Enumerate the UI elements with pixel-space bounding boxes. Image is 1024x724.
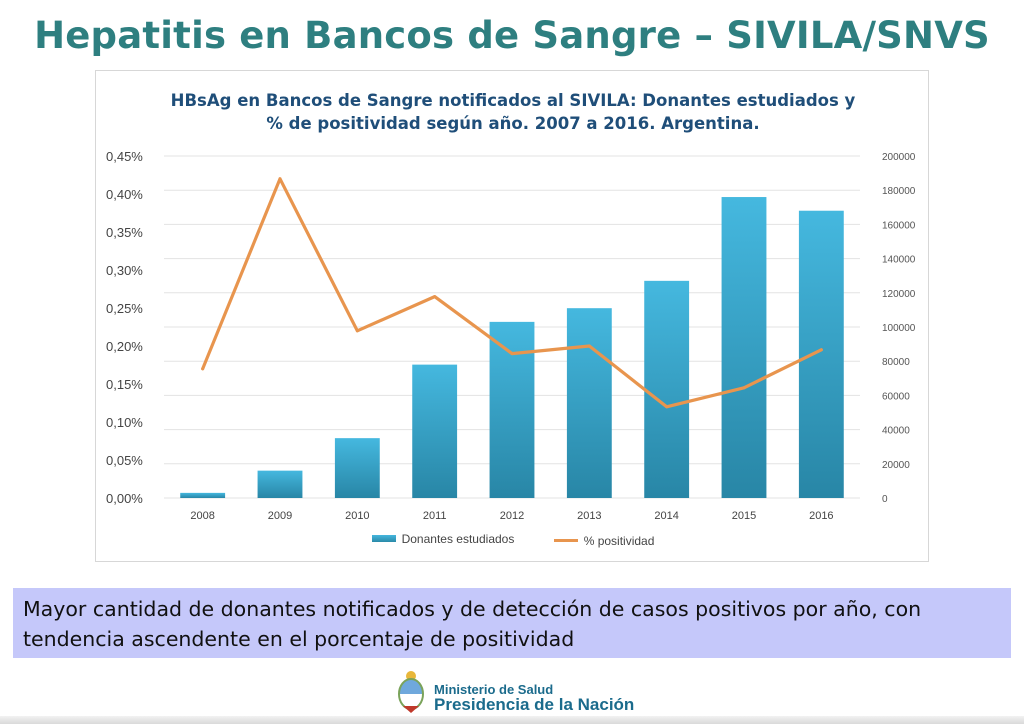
footer-presidency: Presidencia de la Nación: [434, 695, 635, 714]
y-right-tick-label: 160000: [882, 220, 916, 231]
y-left-tick-label: 0,35%: [106, 225, 143, 240]
national-coat-of-arms-icon: [398, 671, 424, 713]
y-right-tick-label: 60000: [882, 391, 910, 402]
y-left-tick-label: 0,15%: [106, 377, 143, 392]
line-point-positividad: [278, 177, 282, 181]
footer-ministry: Ministerio de Salud: [434, 682, 554, 697]
legend-item-donantes: Donantes estudiados: [371, 531, 515, 546]
line-point-positividad: [510, 352, 514, 356]
slide-title: Hepatitis en Bancos de Sangre – SIVILA/S…: [34, 14, 990, 57]
legend-bar-swatch: [371, 535, 396, 542]
y-right-tick-label: 100000: [882, 323, 916, 334]
y-left-tick-label: 0,10%: [106, 415, 143, 430]
bar-donantes: [489, 321, 535, 498]
line-point-positividad: [433, 295, 437, 299]
x-tick-label: 2010: [345, 510, 369, 522]
x-tick-label: 2013: [577, 510, 601, 522]
legend-line-swatch: [553, 539, 578, 542]
legend-item-positividad: % positividad: [553, 533, 655, 548]
line-point-positividad: [665, 405, 669, 409]
x-tick-label: 2016: [809, 510, 833, 522]
bar-donantes: [721, 197, 767, 498]
bottom-band: [0, 716, 1024, 724]
chart-title: HBsAg en Bancos de Sangre notificados al…: [96, 89, 930, 135]
bar-donantes: [566, 308, 612, 498]
y-left-tick-label: 0,45%: [106, 149, 143, 164]
bar-donantes: [798, 210, 844, 498]
y-right-tick-label: 0: [882, 494, 888, 505]
chart-title-line-1: HBsAg en Bancos de Sangre notificados al…: [170, 91, 856, 110]
y-right-tick-label: 20000: [882, 460, 910, 471]
x-tick-label: 2012: [500, 510, 524, 522]
x-tick-label: 2014: [654, 510, 678, 522]
y-left-tick-label: 0,40%: [106, 187, 143, 202]
y-right-tick-label: 180000: [882, 186, 916, 197]
bar-donantes: [334, 438, 380, 498]
legend-label-positividad: % positividad: [583, 533, 655, 548]
y-right-tick-label: 140000: [882, 255, 916, 266]
combo-chart: 0 20000 40000 60000 80000 100000 120000 140000 1…: [106, 149, 916, 522]
y-left-tick-label: 0,25%: [106, 301, 143, 316]
chart-panel: 0 20000 40000 60000 80000 100000 120000 140000 1…: [95, 70, 929, 562]
bar-donantes: [257, 470, 303, 498]
y-left-tick-label: 0,05%: [106, 453, 143, 468]
line-point-positividad: [819, 348, 823, 352]
line-point-positividad: [201, 367, 205, 371]
line-point-positividad: [742, 386, 746, 390]
summary-callout: Mayor cantidad de donantes notificados y…: [13, 588, 1011, 658]
y-left-tick-label: 0,20%: [106, 339, 143, 354]
bar-donantes: [644, 280, 690, 498]
line-point-positividad: [355, 329, 359, 333]
x-tick-label: 2009: [268, 510, 292, 522]
bar-donantes: [180, 492, 226, 498]
y-right-tick-label: 40000: [882, 426, 910, 437]
x-tick-label: 2015: [732, 510, 756, 522]
chart-legend: Donantes estudiados % positividad: [96, 531, 930, 548]
y-right-tick-label: 120000: [882, 289, 916, 300]
footer-branding: Ministerio de Salud Presidencia de la Na…: [394, 668, 654, 720]
y-right-tick-label: 80000: [882, 357, 910, 368]
line-point-positividad: [587, 344, 591, 348]
bar-donantes: [412, 364, 458, 498]
legend-label-donantes: Donantes estudiados: [401, 531, 515, 546]
y-right-tick-label: 200000: [882, 152, 916, 163]
y-left-tick-label: 0,30%: [106, 263, 143, 278]
x-tick-label: 2008: [190, 510, 214, 522]
x-tick-label: 2011: [423, 510, 447, 522]
y-left-tick-label: 0,00%: [106, 491, 143, 506]
chart-title-line-2: % de positividad según año. 2007 a 2016.…: [266, 114, 760, 133]
